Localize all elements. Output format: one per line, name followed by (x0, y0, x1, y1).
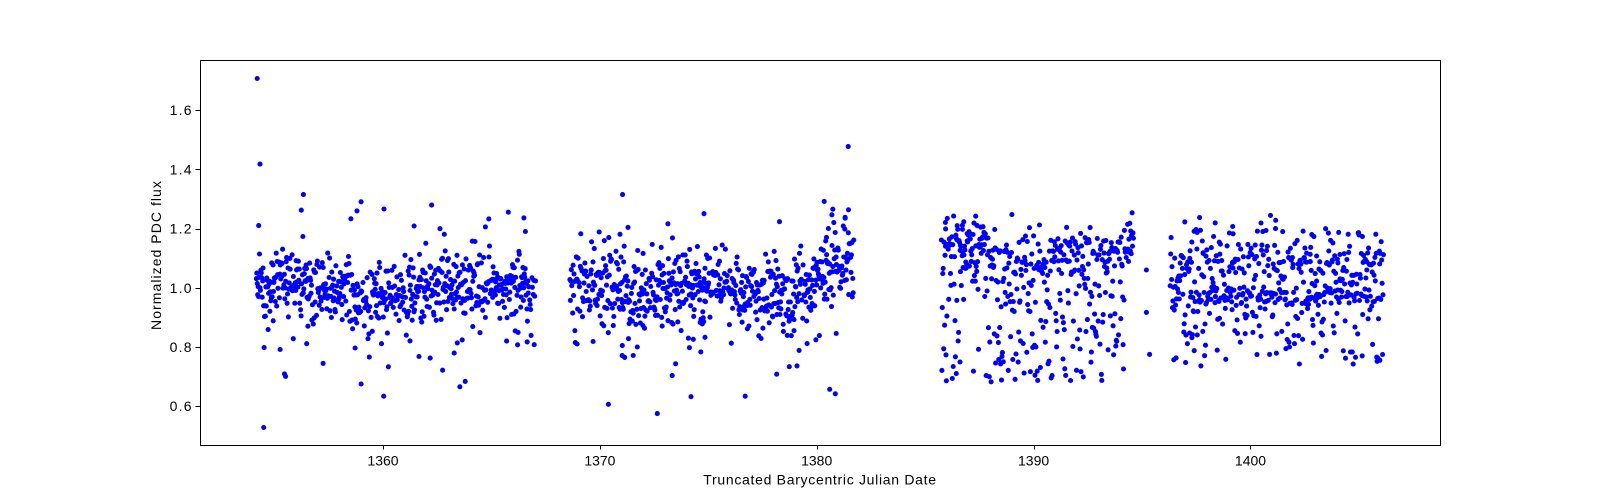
svg-text:1360: 1360 (367, 453, 398, 469)
svg-text:1.0: 1.0 (170, 280, 193, 296)
svg-text:0.6: 0.6 (170, 398, 193, 414)
svg-text:0.8: 0.8 (170, 339, 193, 355)
svg-text:1.6: 1.6 (170, 102, 193, 118)
svg-text:1380: 1380 (801, 453, 832, 469)
svg-text:1390: 1390 (1018, 453, 1049, 469)
svg-text:1370: 1370 (584, 453, 615, 469)
svg-text:1400: 1400 (1235, 453, 1266, 469)
svg-text:Truncated Barycentric Julian D: Truncated Barycentric Julian Date (703, 472, 936, 488)
svg-text:1.2: 1.2 (170, 221, 193, 237)
svg-text:Normalized PDC flux: Normalized PDC flux (148, 180, 164, 330)
svg-text:1.4: 1.4 (170, 161, 193, 177)
